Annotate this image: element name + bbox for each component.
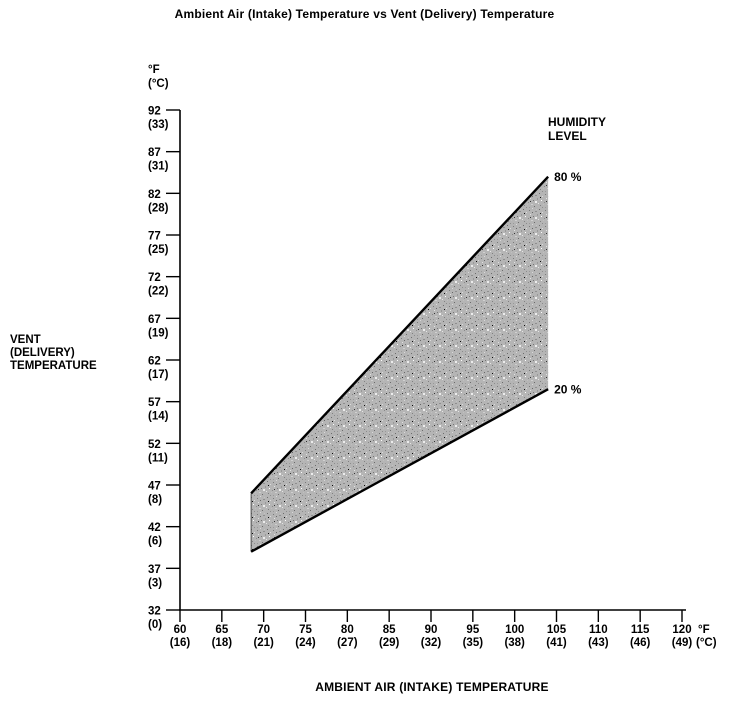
y-tick-label-f: 37 (148, 564, 161, 576)
x-tick-label-c: (29) (379, 637, 400, 649)
x-tick-label-f: 120 (672, 624, 691, 636)
y-tick-label-f: 67 (148, 314, 161, 326)
x-tick-label-f: 115 (631, 624, 650, 636)
y-axis-title-line: VENT (10, 334, 41, 346)
x-axis-unit-f: °F (698, 624, 710, 636)
humidity-line-20 (250, 388, 549, 553)
y-axis-unit-c: (°C) (148, 78, 169, 90)
y-tick-label-c: (14) (148, 411, 169, 423)
x-tick-label-f: 95 (466, 624, 479, 636)
x-tick-label-f: 85 (383, 624, 396, 636)
y-tick-label-f: 92 (148, 106, 161, 118)
humidity-band (251, 176, 549, 552)
y-tick-label-f: 32 (148, 606, 161, 618)
x-tick-label-f: 105 (547, 624, 567, 636)
x-tick-label-c: (24) (295, 637, 316, 649)
y-tick-label-f: 87 (148, 147, 161, 159)
x-tick-label-c: (38) (504, 637, 525, 649)
x-tick-label-c: (35) (463, 637, 484, 649)
legend-title-line: HUMIDITY (548, 115, 606, 129)
x-tick-label-c: (27) (337, 637, 358, 649)
x-tick-label-c: (18) (212, 637, 233, 649)
series-label-20: 20 % (554, 383, 582, 397)
x-tick-label-c: (46) (630, 637, 651, 649)
y-tick-label-c: (11) (148, 452, 168, 464)
x-tick-label-f: 60 (174, 624, 187, 636)
x-tick-label-c: (43) (588, 637, 609, 649)
x-tick-label-c: (41) (546, 637, 567, 649)
legend-title: HUMIDITY LEVEL (548, 115, 606, 143)
y-tick-label-c: (3) (148, 577, 162, 589)
x-tick-label-c: (32) (421, 637, 442, 649)
x-tick-label-c: (21) (253, 637, 274, 649)
y-tick-label-c: (0) (148, 619, 162, 631)
y-tick-label-c: (8) (148, 494, 162, 506)
x-tick-label-f: 100 (505, 624, 524, 636)
x-tick-label-f: 80 (341, 624, 354, 636)
legend-title-line: LEVEL (548, 129, 587, 143)
y-tick-label-c: (6) (148, 536, 162, 548)
y-axis-title-line: TEMPERATURE (10, 360, 97, 372)
y-tick-label-c: (25) (148, 244, 169, 256)
x-axis-title: AMBIENT AIR (INTAKE) TEMPERATURE (315, 680, 549, 694)
y-tick-label-f: 52 (148, 439, 161, 451)
x-tick-label-f: 110 (589, 624, 608, 636)
y-tick-label-c: (33) (148, 119, 169, 131)
y-tick-label-f: 47 (148, 481, 161, 493)
y-axis-title-line: (DELIVERY) (10, 347, 75, 359)
y-tick-label-f: 82 (148, 189, 161, 201)
y-axis-title: VENT (DELIVERY) TEMPERATURE (10, 334, 97, 373)
x-axis-unit-c: (°C) (696, 637, 717, 649)
y-tick-label-f: 42 (148, 522, 161, 534)
y-tick-label-f: 57 (148, 397, 161, 409)
series-label-80: 80 % (554, 170, 582, 184)
y-tick-label-c: (22) (148, 286, 169, 298)
y-tick-label-c: (28) (148, 202, 169, 214)
y-tick-label-f: 77 (148, 231, 161, 243)
x-tick-label-f: 75 (299, 624, 312, 636)
y-tick-label-f: 62 (148, 356, 161, 368)
y-tick-label-c: (19) (148, 327, 169, 339)
y-axis-unit-f: °F (148, 64, 160, 76)
y-tick-label-c: (31) (148, 161, 169, 173)
x-tick-label-f: 70 (257, 624, 270, 636)
humidity-line-80 (250, 175, 550, 495)
chart-title: Ambient Air (Intake) Temperature vs Vent… (174, 7, 555, 21)
y-tick-label-f: 72 (148, 272, 161, 284)
x-tick-label-c: (16) (170, 637, 191, 649)
x-tick-label-f: 90 (425, 624, 438, 636)
y-tick-label-c: (17) (148, 369, 169, 381)
x-tick-label-f: 65 (215, 624, 228, 636)
x-tick-label-c: (49) (672, 637, 693, 649)
